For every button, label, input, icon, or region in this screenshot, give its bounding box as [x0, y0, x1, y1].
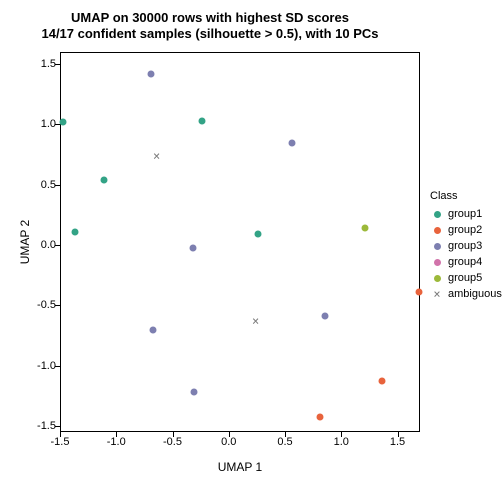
legend-symbol-group1 [430, 207, 444, 221]
chart-title-line1: UMAP on 30000 rows with highest SD score… [71, 10, 349, 25]
data-point [361, 224, 368, 231]
x-tick-label: -1.5 [51, 436, 70, 448]
x-tick-label: 0.5 [277, 436, 292, 448]
y-tick-label: 0.5 [36, 179, 56, 191]
data-point [100, 176, 107, 183]
legend-row-ambiguous: × ambiguous [430, 286, 502, 302]
x-tick-label: 1.0 [334, 436, 349, 448]
data-point [150, 327, 157, 334]
legend-row-group3: group3 [430, 238, 502, 254]
legend-label-group4: group4 [448, 256, 482, 268]
legend: Class group1 group2 group3 group4 group5 × amb… [430, 190, 502, 302]
legend-symbol-group3 [430, 239, 444, 253]
x-tick-label: 1.5 [390, 436, 405, 448]
data-point [288, 140, 295, 147]
data-point [198, 117, 205, 124]
y-tick-label: 1.0 [36, 118, 56, 130]
y-axis-label-text: UMAP 2 [18, 220, 32, 264]
y-tick-label: -1.5 [36, 420, 56, 432]
legend-symbol-group2 [430, 223, 444, 237]
legend-symbol-group5 [430, 271, 444, 285]
legend-row-group5: group5 [430, 270, 502, 286]
data-point [322, 312, 329, 319]
legend-label-group3: group3 [448, 240, 482, 252]
legend-row-group1: group1 [430, 206, 502, 222]
y-tick-label: 1.5 [36, 58, 56, 70]
data-point: × [252, 317, 259, 325]
x-tick-label: -0.5 [163, 436, 182, 448]
data-point [60, 118, 67, 125]
x-tick-label: -1.0 [107, 436, 126, 448]
legend-label-group5: group5 [448, 272, 482, 284]
y-axis-label: UMAP 2 [18, 52, 32, 432]
data-point [190, 388, 197, 395]
legend-row-group4: group4 [430, 254, 502, 270]
legend-symbol-group4 [430, 255, 444, 269]
legend-title: Class [430, 190, 502, 202]
y-tick-label: 0.0 [36, 239, 56, 251]
data-point [189, 245, 196, 252]
legend-label-group2: group2 [448, 224, 482, 236]
data-point [254, 230, 261, 237]
data-point [415, 288, 422, 295]
x-tick-label: 0.0 [221, 436, 236, 448]
legend-label-ambiguous: ambiguous [448, 288, 502, 300]
x-axis-label: UMAP 1 [60, 460, 420, 474]
y-tick-label: -0.5 [36, 299, 56, 311]
umap-scatter-chart: UMAP on 30000 rows with highest SD score… [0, 0, 504, 504]
chart-title-line2: 14/17 confident samples (silhouette > 0.… [41, 26, 378, 41]
data-point [378, 378, 385, 385]
data-point: × [153, 152, 160, 160]
legend-label-group1: group1 [448, 208, 482, 220]
y-tick-label: -1.0 [36, 360, 56, 372]
legend-items: group1 group2 group3 group4 group5 × ambiguous [430, 206, 502, 302]
legend-row-group2: group2 [430, 222, 502, 238]
data-point [316, 414, 323, 421]
data-point [148, 70, 155, 77]
chart-title: UMAP on 30000 rows with highest SD score… [0, 10, 420, 43]
plot-area: ×× [60, 52, 420, 432]
legend-symbol-ambiguous: × [430, 287, 444, 301]
data-point [71, 228, 78, 235]
